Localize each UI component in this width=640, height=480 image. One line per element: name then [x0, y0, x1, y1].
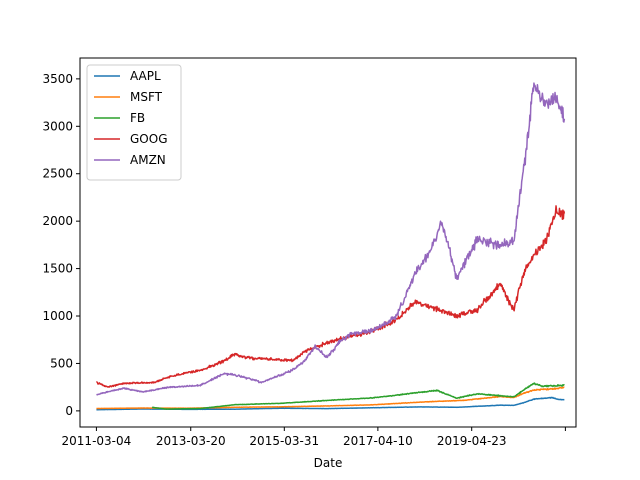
series-line-goog — [95, 205, 566, 388]
series-line-fb — [151, 382, 565, 410]
series-line-amzn — [96, 82, 566, 396]
x-tick-label: 2013-03-20 — [156, 434, 226, 448]
series-layer — [95, 82, 566, 411]
y-tick-label: 2500 — [42, 167, 73, 181]
legend-label-amzn: AMZN — [130, 153, 166, 167]
y-tick-label: 500 — [50, 356, 73, 370]
y-tick-label: 3500 — [42, 72, 73, 86]
y-tick-label: 2000 — [42, 214, 73, 228]
x-tick-label: 2019-04-23 — [437, 434, 507, 448]
legend-label-fb: FB — [130, 111, 145, 125]
x-tick-label: 2011-03-04 — [62, 434, 132, 448]
y-tick-label: 0 — [65, 404, 73, 418]
y-tick-label: 1500 — [42, 262, 73, 276]
axes-layer: 0 500 1000 1500 2000 2500 3000 3500 2011-03-04 20… — [42, 57, 577, 448]
y-tick-label: 1000 — [42, 309, 73, 323]
plot-frame — [79, 57, 577, 428]
x-axis-label: Date — [314, 456, 343, 470]
x-tick-label: 2017-04-10 — [343, 434, 413, 448]
series-line-msft — [96, 386, 565, 410]
legend-box — [86, 64, 182, 181]
y-tick-label: 3000 — [42, 119, 73, 133]
x-tick-label: 2015-03-31 — [249, 434, 319, 448]
legend-label-aapl: AAPL — [130, 69, 161, 83]
legend: AAPL MSFT FB GOOG AMZN — [86, 64, 182, 181]
legend-label-msft: MSFT — [130, 90, 163, 104]
legend-label-goog: GOOG — [130, 132, 168, 146]
